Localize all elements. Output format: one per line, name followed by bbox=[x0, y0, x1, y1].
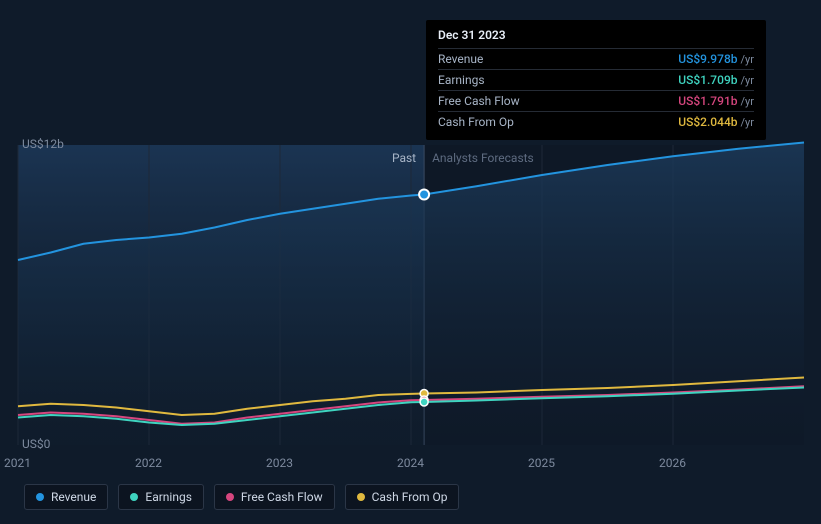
revenue-forecast-chart: { "type": "line-area", "background_color… bbox=[0, 0, 821, 524]
legend-dot bbox=[130, 493, 138, 501]
chart-legend: Revenue Earnings Free Cash Flow Cash From O… bbox=[24, 484, 459, 510]
tooltip-metric-value: US$9.978b bbox=[678, 52, 737, 66]
tooltip-metric-label: Cash From Op bbox=[438, 115, 514, 129]
legend-dot bbox=[357, 493, 365, 501]
tooltip-date: Dec 31 2023 bbox=[438, 28, 754, 42]
tooltip-metric-unit: /yr bbox=[741, 95, 754, 108]
legend-dot bbox=[226, 493, 234, 501]
forecast-label: Analysts Forecasts bbox=[432, 151, 534, 165]
x-axis-label: 2021 bbox=[4, 456, 31, 470]
tooltip-metric-value: US$1.709b bbox=[678, 73, 737, 87]
chart-tooltip: Dec 31 2023 Revenue US$9.978b/yr Earnings U… bbox=[426, 20, 766, 140]
x-axis-label: 2026 bbox=[659, 456, 686, 470]
x-axis-label: 2023 bbox=[266, 456, 293, 470]
legend-dot bbox=[36, 493, 44, 501]
legend-label: Earnings bbox=[145, 490, 192, 504]
tooltip-metric-unit: /yr bbox=[741, 74, 754, 87]
tooltip-metric-unit: /yr bbox=[741, 53, 754, 66]
tooltip-metric-label: Free Cash Flow bbox=[438, 94, 520, 108]
x-axis-label: 2025 bbox=[528, 456, 555, 470]
tooltip-row: Earnings US$1.709b/yr bbox=[438, 69, 754, 90]
legend-label: Cash From Op bbox=[372, 490, 448, 504]
x-axis-label: 2024 bbox=[397, 456, 424, 470]
tooltip-metric-value: US$1.791b bbox=[678, 94, 737, 108]
earnings-marker bbox=[420, 398, 428, 406]
tooltip-metric-label: Revenue bbox=[438, 52, 483, 66]
tooltip-row: Cash From Op US$2.044b/yr bbox=[438, 111, 754, 132]
y-axis-label: US$0 bbox=[22, 437, 50, 451]
legend-label: Revenue bbox=[51, 490, 96, 504]
tooltip-row: Free Cash Flow US$1.791b/yr bbox=[438, 90, 754, 111]
legend-item-revenue[interactable]: Revenue bbox=[24, 484, 108, 510]
legend-label: Free Cash Flow bbox=[241, 490, 323, 504]
tooltip-metric-value: US$2.044b bbox=[678, 115, 737, 129]
legend-item-earnings[interactable]: Earnings bbox=[118, 484, 204, 510]
tooltip-rows: RevenueUS$9.978b/yrEarningsUS$1.709b/yrF… bbox=[438, 48, 754, 132]
legend-item-cash-from-op[interactable]: Cash From Op bbox=[345, 484, 460, 510]
past-label: Past bbox=[392, 151, 416, 165]
legend-item-free-cash-flow[interactable]: Free Cash Flow bbox=[214, 484, 335, 510]
revenue-marker bbox=[419, 190, 429, 200]
tooltip-row: Revenue US$9.978b/yr bbox=[438, 48, 754, 69]
tooltip-metric-unit: /yr bbox=[741, 116, 754, 129]
x-axis-label: 2022 bbox=[135, 456, 162, 470]
y-axis-label: US$12b bbox=[22, 137, 64, 151]
tooltip-metric-label: Earnings bbox=[438, 73, 485, 87]
